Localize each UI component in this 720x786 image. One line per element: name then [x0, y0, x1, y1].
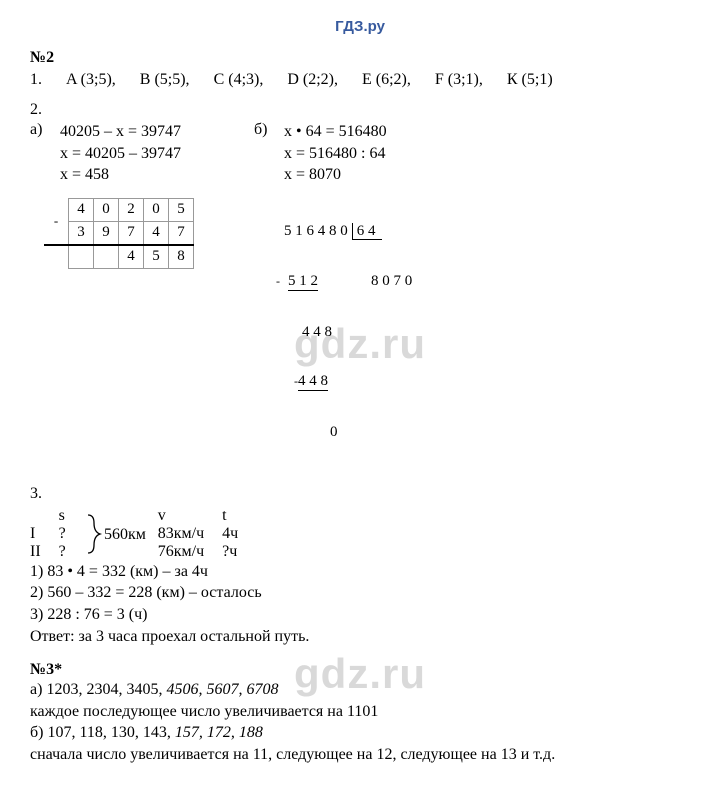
svt-table: s 560км v t I ? 83км/ч 4ч II ? 76км	[30, 507, 256, 561]
n3-b-exp: сначала число увеличивается на 11, следу…	[30, 744, 690, 766]
minus-sign: -	[276, 274, 280, 288]
cell: 4ч	[222, 525, 256, 543]
cell: ?	[59, 525, 84, 543]
work: 5 1 2	[288, 273, 318, 291]
brace-cell: 560км	[84, 507, 158, 561]
site-header: ГДЗ.ру	[30, 18, 690, 35]
n3-block: №3* а) 1203, 2304, 3405, 4506, 5607, 670…	[30, 661, 690, 765]
label: б)	[30, 724, 47, 741]
step: 1) 83 • 4 = 332 (км) – за 4ч	[30, 561, 690, 583]
n3-a-exp: каждое последующее число увеличивается н…	[30, 701, 690, 723]
page: ГДЗ.ру №2 1. A (3;5), B (5;5), C (4;3), …	[0, 0, 720, 786]
n3-a: а) 1203, 2304, 3405, 4506, 5607, 6708	[30, 679, 690, 701]
cell: 7	[119, 221, 144, 245]
work: 4 4 8	[284, 324, 385, 341]
cell: 8	[169, 245, 194, 269]
eq: x = 8070	[284, 164, 387, 186]
label: а)	[30, 681, 46, 698]
seq-italic: 157, 172, 188	[171, 724, 263, 741]
eq: 40205 – x = 39747	[60, 121, 181, 143]
n2-part2-a: а) 40205 – x = 39747 x = 40205 – 39747 x…	[30, 121, 194, 473]
n3-b: б) 107, 118, 130, 143, 157, 172, 188	[30, 722, 690, 744]
part-num: 1.	[30, 71, 42, 89]
n2-part1: 1. A (3;5), B (5;5), C (4;3), D (2;2), E…	[30, 71, 690, 89]
coord: D (2;2),	[287, 71, 338, 89]
n2-part2-b: б) x • 64 = 516480 x = 516480 : 64 x = 8…	[254, 121, 413, 473]
label-a: а)	[30, 121, 60, 186]
cell	[69, 245, 94, 269]
cell: 4	[119, 245, 144, 269]
col-v: v	[158, 507, 222, 525]
label-b: б)	[254, 121, 284, 186]
seq-plain: 107, 118, 130, 143,	[47, 724, 170, 741]
cell: 0	[144, 198, 169, 221]
cell: 76км/ч	[158, 543, 222, 561]
quotient: 8 0 7 0	[367, 273, 412, 291]
part-num: 3.	[30, 483, 690, 505]
cell: ?ч	[222, 543, 256, 561]
n2-part2-num: 2.	[30, 101, 690, 119]
col-s: s	[59, 507, 84, 525]
heading-n3: №3*	[30, 661, 690, 679]
seq-italic: 4506, 5607, 6708	[162, 681, 278, 698]
row-label: II	[30, 543, 59, 561]
cell: 83км/ч	[158, 525, 222, 543]
cell	[94, 245, 119, 269]
divisor: 6 4	[353, 223, 382, 241]
eq: x = 516480 : 64	[284, 143, 387, 165]
n2-part3: 3. s 560км v t I ? 83км/ч 4ч	[30, 483, 690, 647]
cell: 0	[94, 198, 119, 221]
coord: F (3;1),	[435, 71, 483, 89]
cell: 3	[69, 221, 94, 245]
coord: B (5;5),	[140, 71, 190, 89]
cell: 7	[169, 221, 194, 245]
eq: x = 458	[60, 164, 181, 186]
n2-part2: а) 40205 – x = 39747 x = 40205 – 39747 x…	[30, 121, 690, 473]
eq: x • 64 = 516480	[284, 121, 387, 143]
work: 4 4 8	[298, 373, 328, 391]
coord: К (5;1)	[507, 71, 553, 89]
brace-icon: 560км	[84, 511, 154, 557]
subtraction-table: - 4 0 2 0 5 3 9 7 4 7	[44, 198, 194, 269]
cell: 2	[119, 198, 144, 221]
cell: 4	[69, 198, 94, 221]
remainder: 0	[284, 424, 413, 441]
coord: C (4;3),	[214, 71, 264, 89]
step: 3) 228 : 76 = 3 (ч)	[30, 604, 690, 626]
coord: A (3;5),	[66, 71, 116, 89]
cell: 5	[169, 198, 194, 221]
col-t: t	[222, 507, 256, 525]
cell: 9	[94, 221, 119, 245]
cell: ?	[59, 543, 84, 561]
dividend: 5 1 6 4 8 0	[284, 223, 353, 241]
step: 2) 560 – 332 = 228 (км) – осталось	[30, 582, 690, 604]
eq: x = 40205 – 39747	[60, 143, 181, 165]
answer: Ответ: за 3 часа проехал остальной путь.	[30, 626, 690, 648]
total-s: 560км	[104, 526, 146, 543]
heading-n2: №2	[30, 49, 690, 67]
cell: 5	[144, 245, 169, 269]
long-division: 5 1 6 4 8 06 4 -5 1 28 0 7 0 4 4 8 -4 4 …	[284, 190, 413, 474]
cell: 4	[144, 221, 169, 245]
coord: E (6;2),	[362, 71, 411, 89]
seq-plain: 1203, 2304, 3405,	[46, 681, 162, 698]
row-label: I	[30, 525, 59, 543]
minus-sign: -	[44, 198, 69, 245]
